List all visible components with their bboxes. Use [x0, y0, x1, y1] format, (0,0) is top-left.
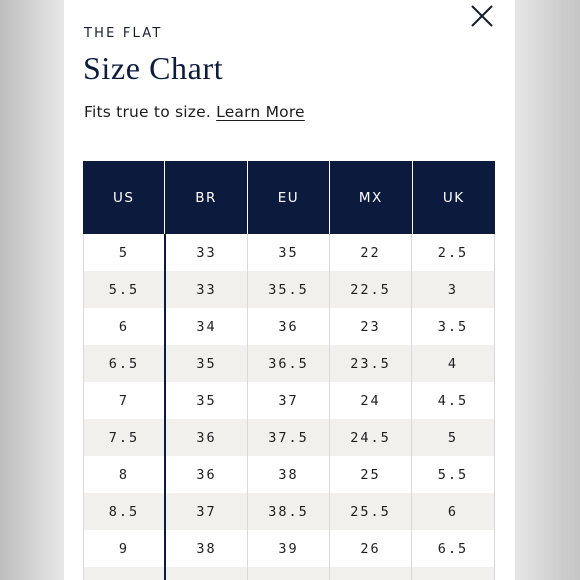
table-cell-uk: 5.5 — [437, 466, 469, 483]
table-row: 8.5 37 38.5 25.5 6 — [84, 493, 494, 530]
table-cell-br: 38 — [166, 567, 248, 580]
table-row: 7.5 36 37.5 24.5 5 — [84, 419, 494, 456]
table-cell-uk: 2.5 — [437, 244, 469, 261]
fit-text: Fits true to size. — [84, 103, 211, 121]
table-cell-eu: 38.5 — [248, 493, 330, 530]
table-cell-uk: 5 — [447, 429, 459, 446]
learn-more-link[interactable]: Learn More — [216, 103, 305, 121]
table-cell-br: 33 — [166, 271, 248, 308]
table-cell-br: 33 — [166, 234, 248, 271]
table-cell-us: 8.5 — [84, 493, 166, 530]
table-cell-mx: 22.5 — [330, 271, 412, 308]
table-cell-us: 6 — [84, 308, 166, 345]
table-cell-us: 5.5 — [84, 271, 166, 308]
table-row: 6 34 36 23 3.5 — [84, 308, 494, 345]
table-cell-br: 35 — [166, 382, 248, 419]
column-header-us: US — [83, 161, 166, 234]
table-row: 5 33 35 22 2.5 — [84, 234, 494, 271]
table-cell-us: 8 — [84, 456, 166, 493]
table-cell-uk: 7 — [412, 567, 494, 580]
table-cell-eu: 38 — [248, 456, 330, 493]
table-cell-br: 38 — [166, 530, 248, 567]
table-cell-us: 9.5 — [84, 567, 166, 580]
table-cell-mx: 26 — [330, 530, 412, 567]
table-cell-us: 7 — [84, 382, 166, 419]
table-cell-mx: 24.5 — [330, 419, 412, 456]
table-cell-uk: 3.5 — [437, 318, 469, 335]
product-eyebrow: THE FLAT — [84, 26, 163, 41]
table-row: 5.5 33 35.5 22.5 3 — [84, 271, 494, 308]
table-row: 9 38 39 26 6.5 — [84, 530, 494, 567]
table-cell-br: 37 — [166, 493, 248, 530]
table-cell-uk: 3 — [447, 281, 459, 298]
fit-note: Fits true to size. Learn More — [84, 103, 305, 121]
table-cell-mx: 25.5 — [330, 493, 412, 530]
table-cell-mx: 22 — [330, 234, 412, 271]
table-cell-mx: 26.5 — [330, 567, 412, 580]
table-cell-us: 5 — [84, 234, 166, 271]
column-header-uk: UK — [442, 189, 465, 206]
table-cell-eu: 35.5 — [248, 271, 330, 308]
table-header: US BR EU MX UK — [83, 161, 495, 234]
column-header-mx: MX — [330, 161, 413, 234]
table-cell-mx: 25 — [330, 456, 412, 493]
table-cell-us: 9 — [84, 530, 166, 567]
table-cell-eu: 39.5 — [248, 567, 330, 580]
table-row: 7 35 37 24 4.5 — [84, 382, 494, 419]
table-cell-eu: 36.5 — [248, 345, 330, 382]
column-header-br: BR — [165, 161, 248, 234]
column-header-eu: EU — [248, 161, 331, 234]
table-row: 6.5 35 36.5 23.5 4 — [84, 345, 494, 382]
table-cell-uk: 6.5 — [437, 540, 469, 557]
table-body: 5 33 35 22 2.5 5.5 33 35.5 22.5 3 6 34 36 23 3.5 6.5 35 3… — [83, 234, 495, 580]
table-cell-br: 34 — [166, 308, 248, 345]
table-cell-uk: 4.5 — [437, 392, 469, 409]
close-button[interactable] — [468, 2, 496, 30]
size-table: US BR EU MX UK 5 33 35 22 2.5 5.5 33 35.5 22.5 3 6 34 36… — [83, 161, 495, 580]
table-row: 9.53839.526.57 — [84, 567, 494, 580]
table-cell-eu: 37 — [248, 382, 330, 419]
table-cell-eu: 37.5 — [248, 419, 330, 456]
table-row: 8 36 38 25 5.5 — [84, 456, 494, 493]
table-cell-br: 35 — [166, 345, 248, 382]
table-cell-br: 36 — [166, 419, 248, 456]
table-cell-us: 6.5 — [84, 345, 166, 382]
table-cell-uk: 4 — [447, 355, 459, 372]
table-cell-br: 36 — [166, 456, 248, 493]
table-cell-mx: 23.5 — [330, 345, 412, 382]
size-chart-modal: THE FLAT Size Chart Fits true to size. L… — [64, 0, 515, 580]
page-title: Size Chart — [83, 50, 224, 86]
table-cell-mx: 23 — [330, 308, 412, 345]
close-icon[interactable] — [468, 2, 496, 30]
table-cell-uk: 6 — [447, 503, 459, 520]
table-cell-mx: 24 — [330, 382, 412, 419]
table-cell-us: 7.5 — [84, 419, 166, 456]
table-cell-eu: 35 — [248, 234, 330, 271]
table-cell-eu: 36 — [248, 308, 330, 345]
table-cell-eu: 39 — [248, 530, 330, 567]
